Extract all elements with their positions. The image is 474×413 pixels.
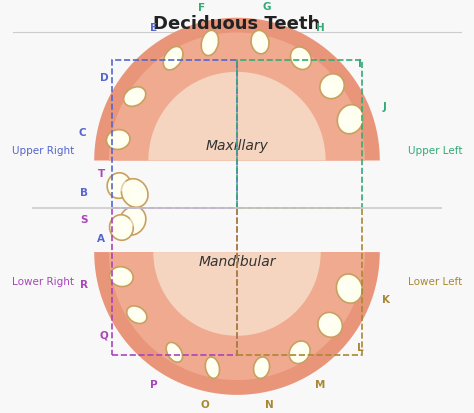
- Ellipse shape: [132, 93, 141, 102]
- Ellipse shape: [109, 267, 133, 287]
- Text: Upper Left: Upper Left: [408, 146, 463, 156]
- Ellipse shape: [131, 188, 143, 201]
- Ellipse shape: [118, 271, 128, 281]
- Ellipse shape: [170, 55, 178, 65]
- Text: F: F: [198, 3, 205, 13]
- Polygon shape: [153, 252, 321, 336]
- Ellipse shape: [295, 55, 305, 65]
- Ellipse shape: [124, 87, 146, 107]
- Text: Lower Left: Lower Left: [408, 277, 463, 287]
- Ellipse shape: [107, 173, 131, 198]
- Ellipse shape: [341, 280, 352, 295]
- Text: Deciduous Teeth: Deciduous Teeth: [154, 15, 320, 33]
- Ellipse shape: [255, 40, 264, 49]
- Ellipse shape: [342, 113, 353, 127]
- Text: K: K: [382, 295, 390, 306]
- Ellipse shape: [107, 130, 130, 150]
- Bar: [237, 60, 362, 208]
- Ellipse shape: [201, 30, 219, 56]
- Text: A: A: [97, 234, 105, 244]
- Text: I: I: [358, 59, 362, 69]
- Ellipse shape: [129, 213, 141, 226]
- Polygon shape: [109, 252, 365, 380]
- Ellipse shape: [294, 346, 303, 355]
- Ellipse shape: [119, 206, 146, 235]
- Ellipse shape: [121, 179, 148, 207]
- Ellipse shape: [251, 31, 269, 54]
- Text: T: T: [98, 169, 105, 179]
- Ellipse shape: [119, 222, 129, 234]
- Text: Mandibular: Mandibular: [198, 255, 276, 269]
- Ellipse shape: [206, 40, 214, 50]
- Ellipse shape: [127, 306, 147, 323]
- Text: G: G: [263, 2, 271, 12]
- Text: Maxillary: Maxillary: [206, 139, 268, 153]
- Ellipse shape: [337, 104, 364, 134]
- Text: L: L: [357, 344, 364, 354]
- Ellipse shape: [318, 312, 342, 337]
- Bar: [112, 60, 237, 208]
- Text: E: E: [150, 23, 157, 33]
- Ellipse shape: [163, 47, 183, 70]
- Ellipse shape: [134, 309, 142, 318]
- Text: J: J: [382, 102, 386, 112]
- Ellipse shape: [205, 357, 219, 378]
- Text: B: B: [80, 188, 88, 198]
- Ellipse shape: [117, 179, 127, 191]
- Ellipse shape: [320, 74, 344, 99]
- Ellipse shape: [323, 318, 334, 329]
- Ellipse shape: [254, 357, 270, 378]
- Text: O: O: [200, 400, 209, 410]
- Text: Q: Q: [100, 330, 109, 340]
- Text: P: P: [150, 380, 158, 390]
- Polygon shape: [94, 252, 380, 395]
- Ellipse shape: [209, 361, 216, 370]
- Bar: [237, 208, 362, 356]
- Bar: [112, 208, 237, 356]
- Text: N: N: [265, 400, 274, 410]
- Ellipse shape: [291, 47, 311, 69]
- Polygon shape: [94, 18, 380, 161]
- Text: M: M: [315, 380, 325, 390]
- Text: R: R: [80, 280, 88, 290]
- Ellipse shape: [115, 135, 125, 145]
- Text: S: S: [80, 214, 88, 225]
- Ellipse shape: [166, 342, 182, 362]
- Polygon shape: [148, 72, 326, 161]
- Text: Lower Right: Lower Right: [11, 277, 73, 287]
- Text: D: D: [100, 73, 109, 83]
- Ellipse shape: [257, 361, 265, 370]
- Ellipse shape: [337, 274, 363, 303]
- Text: C: C: [79, 128, 87, 138]
- Polygon shape: [109, 33, 365, 161]
- Text: H: H: [316, 23, 324, 33]
- Ellipse shape: [325, 82, 336, 93]
- Text: Upper Right: Upper Right: [11, 146, 74, 156]
- Ellipse shape: [109, 215, 133, 240]
- Ellipse shape: [289, 341, 310, 363]
- Ellipse shape: [172, 347, 179, 354]
